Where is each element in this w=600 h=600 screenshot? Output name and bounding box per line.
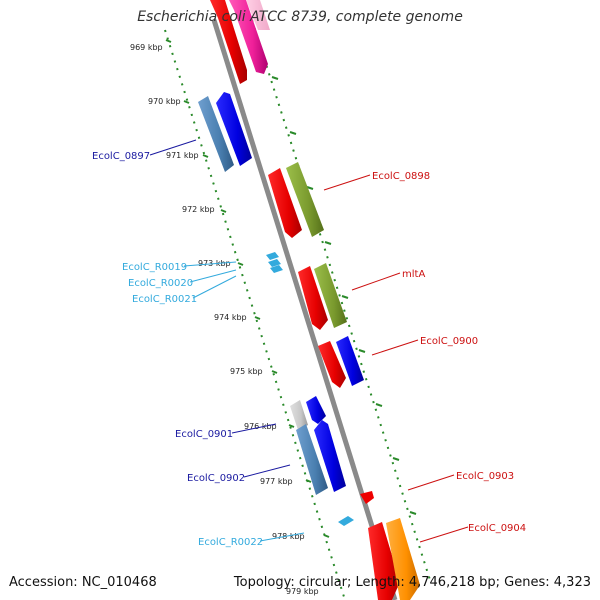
genome-backbone [211, 19, 398, 600]
right-major-ticks [271, 76, 417, 515]
tick-label: 977 kbp [260, 477, 293, 486]
gene-arrow-pale [246, 0, 270, 30]
rna-marker [338, 516, 354, 526]
gene-arrow-blue [314, 420, 346, 492]
gene-label-ecolc-0901: EcolC_0901 [175, 429, 233, 440]
gene-label-mlta: mltA [402, 269, 425, 280]
tick-label: 976 kbp [244, 422, 277, 431]
gene-arrow-blue [336, 336, 364, 386]
gene-arrow-steel [296, 424, 328, 495]
gene-arrow-red [298, 266, 328, 330]
left-major-ticks [165, 39, 330, 538]
scale-line-right [251, 19, 431, 581]
gene-arrow-red [268, 168, 302, 238]
gene-label-ecolc-r0022: EcolC_R0022 [198, 537, 263, 548]
tick-label: 972 kbp [182, 205, 215, 214]
gene-label-ecolc-r0020: EcolC_R0020 [128, 278, 193, 289]
map-title: Escherichia coli ATCC 8739, complete gen… [137, 9, 463, 25]
gene-label-ecolc-r0019: EcolC_R0019 [122, 262, 187, 273]
gene-arrow-olive [286, 162, 324, 237]
gene-arrow-red [368, 522, 400, 600]
gene-label-ecolc-r0021: EcolC_R0021 [132, 294, 197, 305]
tick-label: 974 kbp [214, 313, 247, 322]
gene-arrow-blue [306, 396, 326, 424]
gene-arrow-red [318, 341, 346, 388]
gene-label-ecolc-0903: EcolC_0903 [456, 471, 514, 482]
gene-label-ecolc-0900: EcolC_0900 [420, 336, 478, 347]
gene-arrow-pink [229, 0, 268, 74]
gene-features [198, 0, 420, 600]
tick-label: 978 kbp [272, 532, 305, 541]
tick-label: 975 kbp [230, 367, 263, 376]
gene-label-ecolc-0904: EcolC_0904 [468, 523, 526, 534]
tick-label: 969 kbp [130, 43, 163, 52]
tick-label: 979 kbp [286, 587, 319, 596]
gene-arrow-grey [290, 400, 308, 430]
gene-arrow-blue [216, 92, 252, 166]
leader-lines [149, 139, 469, 543]
accession-text: Accession: NC_010468 [9, 575, 157, 590]
gene-label-ecolc-0897: EcolC_0897 [92, 151, 150, 162]
gene-label-ecolc-0898: EcolC_0898 [372, 171, 430, 182]
gene-arrow-steel [198, 96, 234, 172]
rna-marker [266, 252, 279, 260]
rna-marker [268, 259, 281, 267]
gene-arrow-olive [314, 263, 347, 328]
tick-label: 970 kbp [148, 97, 181, 106]
gene-arrow-red [360, 491, 374, 504]
tick-label: 971 kbp [166, 151, 199, 160]
gene-arrow-orange [386, 518, 420, 600]
gene-label-ecolc-0902: EcolC_0902 [187, 473, 245, 484]
genome-summary-text: Topology: circular; Length: 4,746,218 bp… [233, 575, 591, 590]
gene-arrow-red [210, 0, 247, 84]
rna-marker [270, 265, 283, 273]
